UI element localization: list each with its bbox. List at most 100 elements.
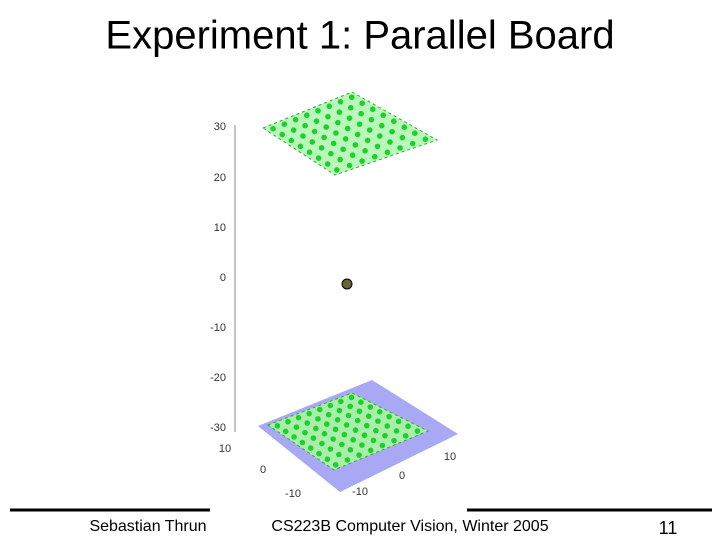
dot bbox=[335, 119, 341, 126]
dot bbox=[336, 451, 342, 458]
dot bbox=[405, 423, 411, 430]
dot bbox=[359, 100, 366, 107]
dot bbox=[365, 413, 372, 419]
z-tick-label: -20 bbox=[210, 372, 226, 384]
dot bbox=[307, 445, 314, 451]
dot bbox=[379, 442, 386, 449]
dot bbox=[347, 446, 354, 453]
y-tick-label: -10 bbox=[352, 486, 368, 498]
z-tick-label: 0 bbox=[220, 272, 226, 284]
dot bbox=[414, 428, 421, 434]
dot bbox=[374, 143, 381, 150]
dot bbox=[354, 131, 361, 138]
dot bbox=[412, 130, 418, 136]
dot bbox=[380, 112, 387, 119]
z-tick-label: -30 bbox=[210, 422, 226, 434]
dot bbox=[422, 136, 429, 142]
dot bbox=[336, 407, 343, 414]
dot bbox=[386, 413, 392, 420]
dot bbox=[316, 406, 323, 413]
dot bbox=[281, 121, 288, 127]
footer-page: 11 bbox=[659, 518, 678, 538]
dot bbox=[337, 98, 344, 105]
dot bbox=[373, 427, 379, 434]
z-tick-label: 20 bbox=[214, 172, 226, 184]
dot bbox=[347, 104, 354, 111]
dot bbox=[311, 128, 318, 135]
dot bbox=[399, 134, 406, 141]
dot bbox=[376, 409, 383, 415]
dot bbox=[393, 428, 400, 434]
dot bbox=[319, 440, 325, 447]
y-tick-label: 0 bbox=[399, 470, 405, 482]
dot bbox=[325, 113, 331, 120]
dot bbox=[343, 422, 350, 428]
dot bbox=[409, 140, 416, 147]
dot bbox=[356, 121, 363, 127]
dot bbox=[318, 144, 325, 151]
dot bbox=[358, 110, 364, 117]
dot bbox=[302, 429, 308, 436]
dot bbox=[359, 442, 365, 448]
dot bbox=[370, 437, 377, 444]
dot bbox=[358, 399, 364, 406]
board-top bbox=[261, 91, 439, 176]
dot bbox=[346, 115, 353, 121]
dot bbox=[366, 127, 373, 133]
dot bbox=[332, 461, 339, 468]
dot bbox=[328, 150, 334, 157]
dot bbox=[327, 446, 334, 452]
dot bbox=[295, 414, 302, 421]
dot bbox=[292, 116, 299, 123]
dot bbox=[401, 124, 408, 131]
dot bbox=[340, 146, 346, 153]
dot bbox=[367, 404, 374, 410]
dot bbox=[332, 426, 339, 433]
dot bbox=[291, 434, 297, 440]
dot bbox=[279, 131, 286, 138]
dot bbox=[368, 116, 375, 123]
dot bbox=[324, 161, 331, 167]
dot bbox=[344, 125, 351, 132]
footer-course: CS223B Computer Vision, Winter 2005 bbox=[271, 518, 548, 535]
dot bbox=[389, 128, 395, 135]
dot bbox=[324, 456, 331, 463]
dot bbox=[315, 155, 322, 161]
dot bbox=[384, 149, 391, 156]
x-tick-label: 10 bbox=[219, 443, 231, 455]
dot bbox=[346, 162, 353, 169]
dot bbox=[390, 118, 397, 125]
dot bbox=[338, 398, 344, 405]
dot bbox=[302, 122, 308, 129]
dot bbox=[364, 137, 371, 144]
dot bbox=[304, 420, 311, 426]
dot bbox=[334, 417, 341, 423]
dot bbox=[321, 430, 328, 437]
dot bbox=[270, 125, 276, 132]
dot bbox=[359, 158, 365, 164]
dot bbox=[362, 147, 368, 154]
dot bbox=[371, 153, 378, 160]
dot bbox=[397, 145, 403, 151]
dot bbox=[369, 106, 376, 113]
slide-title: Experiment 1: Parallel Board bbox=[105, 14, 614, 58]
z-tick-label: -10 bbox=[210, 322, 226, 334]
dot bbox=[341, 431, 348, 438]
dot bbox=[352, 427, 359, 433]
footer-author: Sebastian Thrun bbox=[89, 518, 206, 535]
dot bbox=[330, 436, 336, 442]
dot bbox=[309, 139, 316, 145]
dot bbox=[285, 418, 291, 425]
dot bbox=[306, 410, 312, 417]
dot bbox=[323, 421, 330, 427]
dot bbox=[333, 130, 339, 136]
dot bbox=[315, 107, 321, 114]
dot bbox=[310, 435, 317, 441]
dot bbox=[293, 424, 300, 430]
dot bbox=[323, 124, 330, 130]
dot bbox=[326, 103, 333, 110]
dot bbox=[345, 412, 352, 419]
dot bbox=[344, 457, 351, 463]
